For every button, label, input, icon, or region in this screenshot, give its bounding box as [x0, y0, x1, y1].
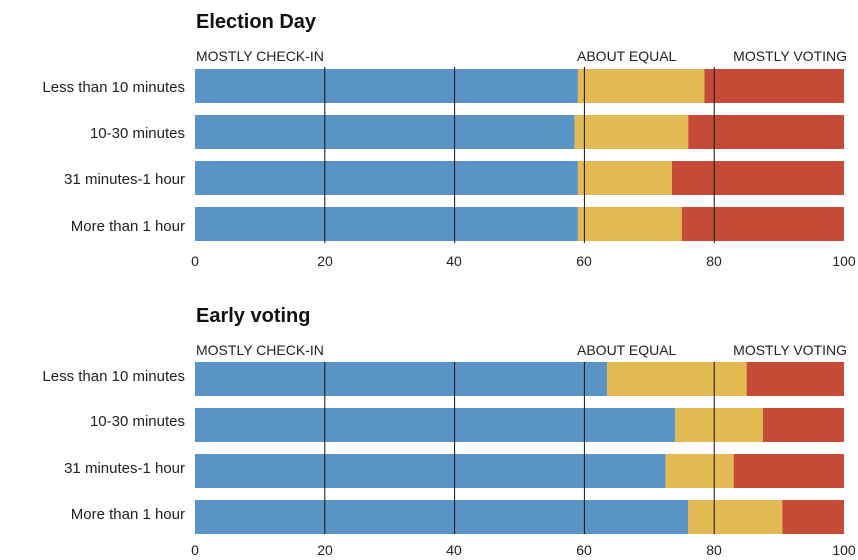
bar-segment: [577, 69, 705, 103]
panel-election-day: Election Day MOSTLY CHECK-IN ABOUT EQUAL…: [42, 11, 855, 269]
bar-segment: [195, 207, 578, 241]
bar-segment: [574, 115, 689, 149]
category-label: 10-30 minutes: [90, 413, 185, 430]
x-tick-label: 60: [576, 542, 592, 558]
panel-early-voting: Early voting MOSTLY CHECK-IN ABOUT EQUAL…: [42, 305, 855, 558]
bar-segment: [195, 69, 578, 103]
legend-label-about-equal: ABOUT EQUAL: [577, 48, 677, 64]
bar-segment: [195, 362, 608, 396]
legend-label-check-in: MOSTLY CHECK-IN: [196, 48, 324, 64]
bar-segment: [195, 115, 575, 149]
x-tick-label: 100: [832, 542, 856, 558]
bars-group: [195, 362, 844, 534]
x-tick-label: 20: [317, 542, 333, 558]
x-tick-label: 80: [706, 542, 722, 558]
bar-segment: [688, 115, 844, 149]
legend-label-mostly-voting: MOSTLY VOTING: [733, 342, 847, 358]
bar-segment: [746, 362, 844, 396]
bar-segment: [607, 362, 747, 396]
gridlines-group: [324, 362, 715, 534]
bar-segment: [577, 207, 682, 241]
panel-title: Election Day: [196, 11, 317, 33]
x-tick-label: 0: [191, 253, 199, 269]
bar-segment: [577, 161, 673, 195]
bar-segment: [195, 161, 578, 195]
x-tick-label: 40: [446, 542, 462, 558]
x-tick-label: 60: [576, 253, 592, 269]
x-tick-label: 40: [446, 253, 462, 269]
bar-segment: [681, 207, 844, 241]
category-label: 31 minutes-1 hour: [64, 460, 185, 477]
legend-label-about-equal: ABOUT EQUAL: [577, 342, 677, 358]
panel-title: Early voting: [196, 305, 310, 327]
category-label: 10-30 minutes: [90, 125, 185, 142]
bar-segment: [672, 161, 844, 195]
category-label: More than 1 hour: [71, 506, 185, 523]
category-label: 31 minutes-1 hour: [64, 171, 185, 188]
legend-label-mostly-voting: MOSTLY VOTING: [733, 48, 847, 64]
bar-segment: [762, 408, 844, 442]
bar-segment: [688, 500, 783, 534]
gridlines-group: [324, 67, 715, 243]
legend-label-check-in: MOSTLY CHECK-IN: [196, 342, 324, 358]
bars-group: [195, 69, 844, 241]
category-label: Less than 10 minutes: [42, 79, 185, 96]
bar-segment: [704, 69, 844, 103]
bar-segment: [665, 454, 734, 488]
bar-segment: [195, 408, 676, 442]
bar-segment: [733, 454, 844, 488]
category-label: More than 1 hour: [71, 218, 185, 235]
x-tick-label: 0: [191, 542, 199, 558]
bar-segment: [675, 408, 763, 442]
bar-segment: [195, 454, 666, 488]
x-tick-label: 80: [706, 253, 722, 269]
bar-segment: [782, 500, 844, 534]
bar-segment: [195, 500, 689, 534]
x-tick-label: 100: [832, 253, 856, 269]
x-tick-label: 20: [317, 253, 333, 269]
category-label: Less than 10 minutes: [42, 368, 185, 385]
